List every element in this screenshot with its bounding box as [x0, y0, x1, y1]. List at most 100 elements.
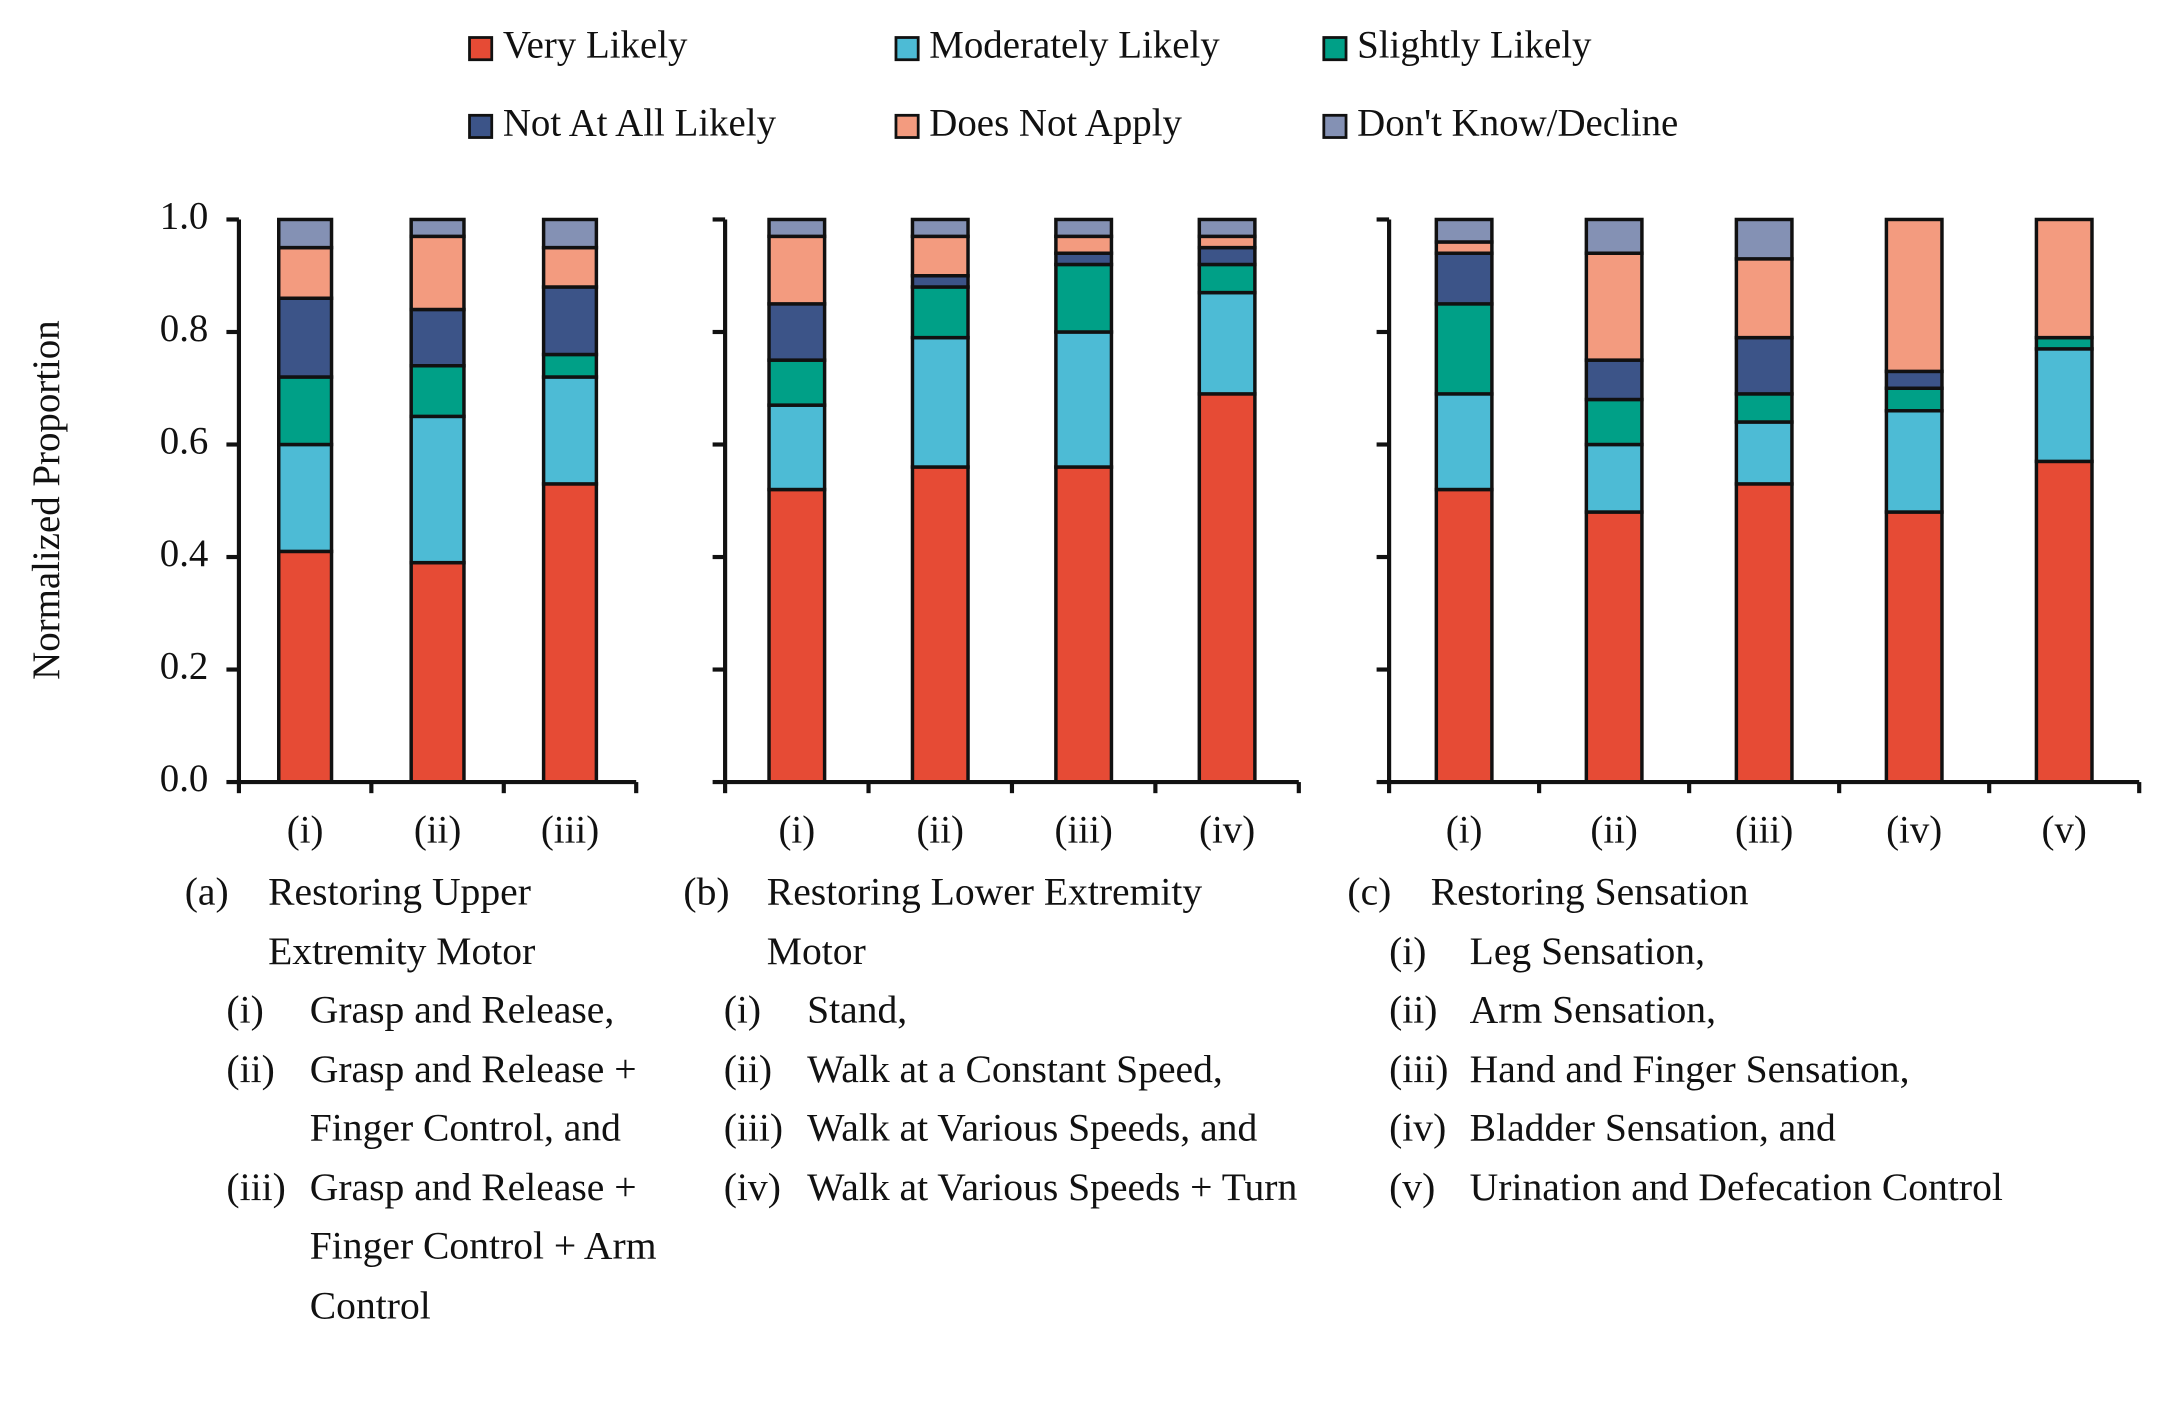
- caption-label: (c): [1347, 870, 1392, 915]
- bar-segment: [409, 234, 466, 312]
- caption-title: Restoring Sensation: [1430, 870, 1749, 915]
- caption-marker: (ii): [1389, 989, 1438, 1033]
- bar-segment: [1584, 358, 1644, 402]
- caption-head: (b) Restoring Lower Extremity Motor: [683, 864, 1348, 982]
- bar-segment: [2034, 217, 2094, 340]
- bar-segment: [1884, 510, 1944, 784]
- legend-label: Very Likely: [503, 24, 688, 67]
- caption-text: Bladder Sensation, and: [1469, 1107, 1836, 1151]
- bar-segment: [1884, 409, 1944, 514]
- bar-segment: [1054, 217, 1114, 239]
- legend-swatch: [894, 36, 920, 62]
- x-tick-label: (i): [778, 808, 815, 851]
- legend-swatch: [468, 36, 494, 62]
- x-tick-label: (iv): [1886, 808, 1942, 851]
- bar-segment: [409, 307, 466, 368]
- caption-text: Walk at Various Speeds, and: [807, 1107, 1258, 1151]
- bar-segment: [910, 234, 970, 278]
- bar-segment: [1197, 245, 1257, 267]
- bar-segment: [277, 442, 334, 554]
- caption-marker: (i): [1389, 930, 1427, 974]
- y-tick-label: 1.0: [160, 194, 209, 237]
- bar-segment: [277, 245, 334, 300]
- legend-label: Does Not Apply: [929, 101, 1182, 144]
- bar-segment: [541, 245, 599, 289]
- caption-marker: (i): [723, 989, 762, 1033]
- caption-text: Grasp and Release,: [309, 989, 615, 1033]
- caption-marker: (iii): [723, 1107, 784, 1151]
- x-tick-label: (ii): [1590, 808, 1638, 851]
- bar-segment: [910, 335, 970, 469]
- legend-label: Moderately Likely: [929, 24, 1220, 67]
- bar-segment: [277, 217, 334, 250]
- bar-segment: [1054, 262, 1114, 334]
- caption-item: (ii) Grasp and Release + Finger Control, …: [226, 1041, 673, 1159]
- caption-marker: (iii): [226, 1166, 286, 1210]
- y-tick-label: 0.8: [160, 307, 209, 350]
- bar-segment: [1734, 482, 1794, 784]
- legend-label: Don't Know/Decline: [1357, 101, 1678, 144]
- caption-title: Restoring Upper Extremity Motor: [268, 870, 536, 974]
- caption-marker: (iv): [723, 1166, 781, 1210]
- caption-item: (iii) Grasp and Release + Finger Control …: [226, 1159, 673, 1336]
- caption-text: Urination and Defecation Control: [1469, 1166, 2003, 1210]
- caption-item: (i) Grasp and Release,: [226, 982, 673, 1041]
- caption-item: (v) Urination and Defecation Control: [1389, 1159, 2109, 1218]
- bar-segment: [767, 403, 827, 492]
- bar-segment: [1054, 234, 1114, 255]
- caption-text: Grasp and Release + Finger Control + Arm…: [309, 1166, 657, 1328]
- bar-segment: [767, 302, 827, 362]
- bar-segment: [910, 285, 970, 340]
- bar-segment: [1734, 420, 1794, 486]
- bar-segment: [2034, 347, 2094, 464]
- caption-label: (a): [184, 870, 229, 915]
- caption-marker: (ii): [226, 1048, 275, 1092]
- caption-item: (ii) Walk at a Constant Speed,: [724, 1041, 1349, 1100]
- bar-segment: [1054, 330, 1114, 469]
- caption: (b) Restoring Lower Extremity Motor (i) Sta…: [683, 864, 1348, 1218]
- caption-text: Leg Sensation,: [1469, 930, 1705, 974]
- bar-segment: [541, 375, 599, 486]
- bar-segment: [1734, 335, 1794, 396]
- y-tick-label: 0.6: [160, 419, 209, 462]
- y-tick-label: 0.0: [160, 757, 209, 800]
- bar-segment: [277, 296, 334, 379]
- bar-segment: [409, 217, 466, 239]
- y-axis-title: Normalized Proportion: [25, 320, 68, 680]
- bar-segment: [1584, 251, 1644, 362]
- bar-segment: [1054, 465, 1114, 784]
- legend-swatch: [1322, 113, 1348, 139]
- bar-segment: [1434, 302, 1494, 396]
- bar-segment: [1197, 217, 1257, 239]
- bar-segment: [1434, 487, 1494, 784]
- bar-segment: [409, 560, 466, 784]
- bar-segment: [1197, 290, 1257, 396]
- bar-segment: [1434, 251, 1494, 306]
- bar-segment: [1884, 369, 1944, 390]
- bar-segment: [541, 217, 599, 250]
- x-tick-label: (ii): [414, 808, 461, 851]
- x-tick-label: (i): [1446, 808, 1483, 851]
- bar-segment: [541, 285, 599, 357]
- caption-text: Hand and Finger Sensation,: [1469, 1048, 1910, 1092]
- bar-segment: [1584, 397, 1644, 447]
- legend-swatch: [894, 113, 920, 139]
- caption-item: (iii) Hand and Finger Sensation,: [1389, 1041, 2109, 1100]
- bar-segment: [1434, 217, 1494, 244]
- bar-segment: [1584, 217, 1644, 255]
- bar-segment: [1197, 262, 1257, 295]
- caption-text: Walk at a Constant Speed,: [807, 1048, 1223, 1092]
- caption-head: (a) Restoring Upper Extremity Motor: [185, 864, 674, 982]
- bar-segment: [910, 217, 970, 239]
- bar-segment: [277, 549, 334, 784]
- x-tick-label: (iv): [1199, 808, 1255, 851]
- caption-head: (c) Restoring Sensation: [1347, 864, 2108, 923]
- x-tick-label: (v): [2042, 808, 2087, 851]
- caption-marker: (iii): [1389, 1048, 1449, 1092]
- legend-label: Not At All Likely: [503, 101, 777, 144]
- bar-segment: [1884, 386, 1944, 413]
- caption-item: (i) Leg Sensation,: [1389, 923, 2109, 982]
- bar-segment: [767, 234, 827, 306]
